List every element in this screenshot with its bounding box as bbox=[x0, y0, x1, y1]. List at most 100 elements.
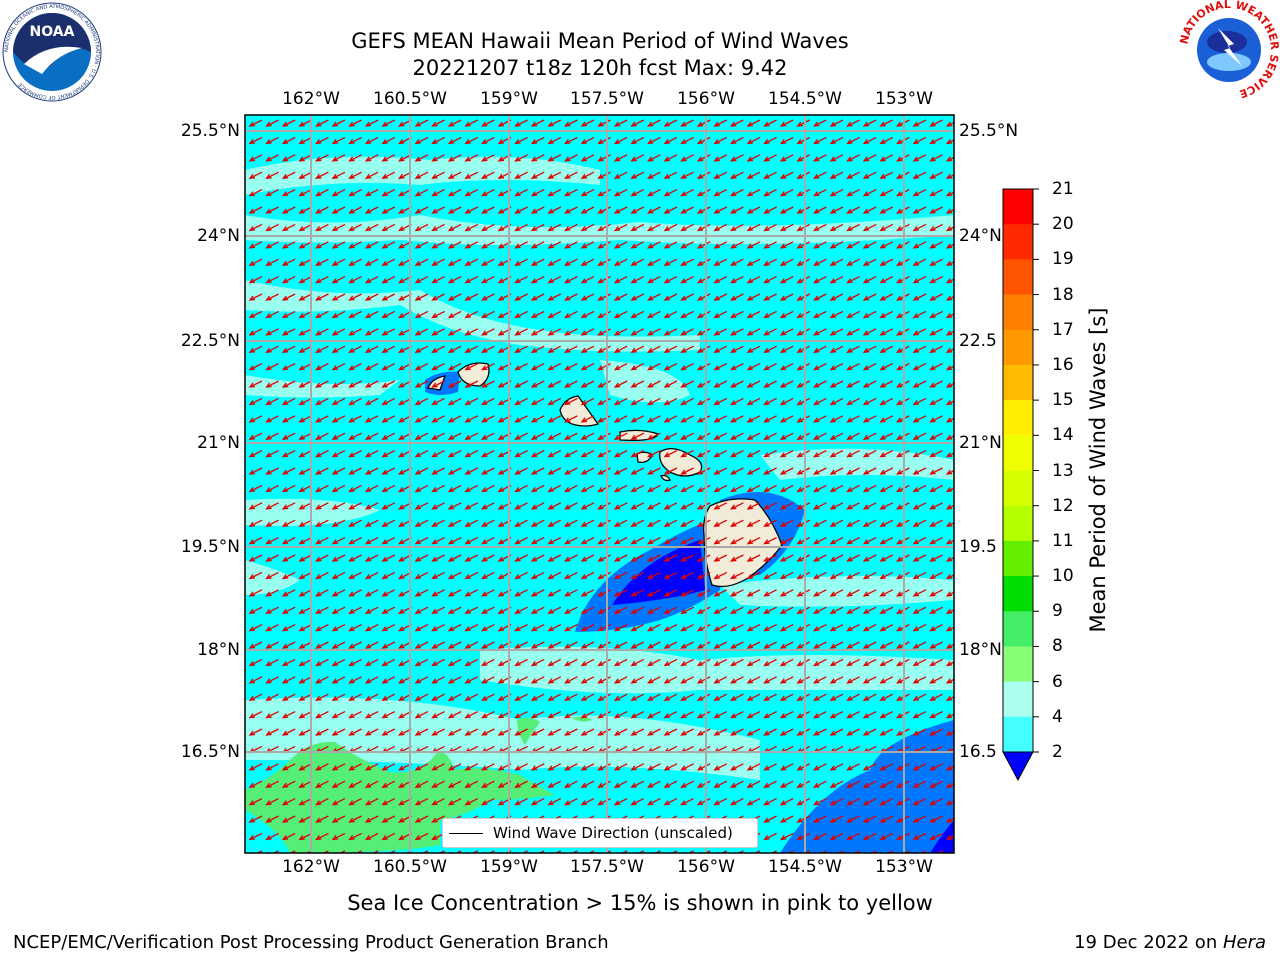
wind-arrow bbox=[530, 641, 545, 649]
wind-arrow bbox=[414, 171, 429, 179]
wind-arrow bbox=[912, 171, 927, 179]
wind-arrow bbox=[646, 728, 661, 736]
wind-arrow bbox=[763, 589, 777, 597]
wind-arrow bbox=[364, 171, 379, 179]
wind-arrow bbox=[464, 728, 479, 736]
wind-arrow bbox=[414, 711, 429, 719]
wind-arrow bbox=[879, 258, 894, 266]
wind-arrow bbox=[846, 676, 860, 684]
wind-arrow bbox=[464, 258, 479, 266]
wind-arrow bbox=[663, 241, 678, 249]
wind-arrow bbox=[862, 328, 877, 336]
wind-arrow bbox=[630, 223, 645, 232]
wind-arrow bbox=[796, 780, 811, 788]
wind-arrow bbox=[331, 693, 346, 701]
wind-arrow bbox=[563, 119, 578, 127]
wind-arrow bbox=[547, 397, 562, 406]
wind-arrow bbox=[530, 519, 545, 527]
wind-arrow bbox=[547, 154, 562, 162]
wind-arrow bbox=[563, 676, 578, 684]
wind-arrow bbox=[945, 139, 954, 145]
wind-arrow bbox=[597, 589, 611, 597]
wind-arrow bbox=[796, 676, 811, 684]
wind-arrow bbox=[281, 206, 296, 214]
wind-arrow bbox=[796, 206, 811, 214]
lat-tick-label: 19.5 bbox=[959, 537, 997, 557]
wind-arrow bbox=[563, 658, 578, 667]
wind-arrow bbox=[265, 363, 279, 371]
wind-arrow bbox=[265, 484, 279, 493]
wind-arrow bbox=[414, 832, 429, 841]
colorbar-segment bbox=[1003, 646, 1033, 683]
wind-arrow bbox=[381, 206, 396, 214]
wind-arrow bbox=[563, 571, 578, 580]
wind-arrow bbox=[580, 345, 595, 353]
wind-arrow bbox=[729, 397, 744, 406]
wind-arrow bbox=[547, 363, 562, 371]
wind-arrow bbox=[630, 467, 645, 475]
lat-tick-label: 16.5 bbox=[959, 742, 997, 762]
wind-arrow bbox=[796, 624, 811, 632]
wind-arrow bbox=[281, 641, 296, 649]
wind-arrow bbox=[547, 171, 562, 179]
wind-arrow bbox=[812, 798, 827, 806]
wind-arrow bbox=[597, 432, 611, 440]
wind-arrow bbox=[696, 763, 711, 771]
wind-arrow bbox=[514, 415, 528, 423]
wind-arrow bbox=[281, 589, 296, 597]
wind-arrow bbox=[381, 276, 396, 284]
wind-arrow bbox=[348, 571, 362, 580]
wind-arrow bbox=[348, 484, 362, 493]
wind-arrow bbox=[298, 624, 313, 632]
wind-arrow bbox=[547, 119, 562, 127]
wind-arrow bbox=[829, 206, 844, 214]
wind-arrow bbox=[464, 432, 479, 440]
wind-arrow bbox=[879, 554, 894, 562]
wind-arrow bbox=[480, 693, 495, 701]
wind-arrow bbox=[281, 658, 296, 667]
wind-arrow bbox=[298, 554, 313, 562]
wind-arrow bbox=[630, 450, 645, 458]
wind-arrow bbox=[729, 624, 744, 632]
wind-arrow bbox=[381, 154, 396, 162]
wind-arrow bbox=[862, 310, 877, 319]
wind-arrow bbox=[680, 624, 694, 632]
wind-arrow bbox=[298, 328, 313, 336]
wind-arrow bbox=[381, 502, 396, 510]
wind-arrow bbox=[729, 606, 744, 614]
wind-arrow bbox=[912, 154, 927, 162]
wind-arrow bbox=[364, 624, 379, 632]
wind-arrow bbox=[663, 171, 678, 179]
wind-arrow bbox=[514, 345, 528, 353]
wind-arrow bbox=[846, 432, 860, 440]
wind-arrow bbox=[912, 223, 927, 232]
wind-arrow bbox=[829, 136, 844, 145]
wind-arrow bbox=[314, 450, 329, 458]
wind-arrow bbox=[348, 728, 362, 736]
wind-arrow bbox=[779, 345, 794, 353]
wind-arrow bbox=[862, 624, 877, 632]
wind-arrow bbox=[265, 345, 279, 353]
colorbar-segment bbox=[1003, 329, 1033, 366]
wind-arrow bbox=[763, 728, 777, 736]
wind-arrow bbox=[547, 641, 562, 649]
wind-arrow bbox=[314, 345, 329, 353]
wind-arrow bbox=[597, 798, 611, 806]
wind-arrow bbox=[663, 363, 678, 371]
wind-arrow bbox=[530, 310, 545, 319]
wind-arrow bbox=[480, 728, 495, 736]
wind-arrow bbox=[846, 763, 860, 771]
wind-arrow bbox=[248, 258, 263, 266]
wind-arrow bbox=[265, 728, 279, 736]
wind-arrow bbox=[265, 206, 279, 214]
wind-arrow bbox=[680, 467, 694, 475]
wind-arrow bbox=[314, 571, 329, 580]
wind-arrow bbox=[796, 519, 811, 527]
wind-arrow bbox=[447, 658, 462, 667]
wind-arrow bbox=[265, 397, 279, 406]
wind-arrow bbox=[414, 258, 429, 266]
wind-arrow bbox=[945, 347, 954, 353]
wind-arrow bbox=[713, 763, 728, 771]
wind-arrow bbox=[746, 450, 761, 458]
wind-arrow bbox=[431, 571, 445, 580]
